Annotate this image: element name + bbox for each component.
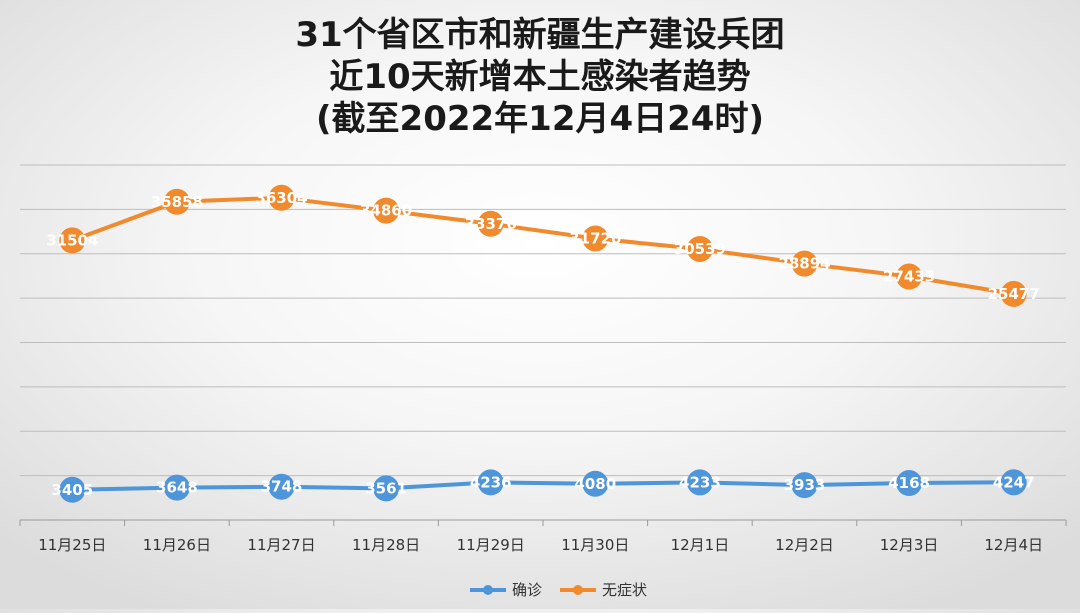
- data-point: [686, 235, 713, 262]
- data-point: [268, 473, 295, 500]
- x-tick-label: 11月29日: [457, 536, 525, 554]
- data-label: 4247: [993, 473, 1035, 491]
- x-tick-label: 12月1日: [671, 536, 730, 554]
- title-line-3: (截至2022年12月4日24时): [316, 99, 764, 139]
- data-point: [582, 225, 609, 252]
- data-label: 3561: [365, 479, 407, 497]
- series-line: [71, 195, 1015, 296]
- data-label: 3748: [261, 478, 303, 496]
- legend-label: 确诊: [512, 581, 542, 599]
- data-label: 30539: [674, 240, 726, 258]
- data-point: [896, 263, 923, 290]
- data-point: [791, 472, 818, 499]
- x-tick-label: 12月3日: [880, 536, 939, 554]
- data-label: 4236: [470, 473, 512, 491]
- data-point: [477, 469, 504, 496]
- legend-label: 无症状: [602, 581, 647, 599]
- x-tick-label: 11月27日: [247, 536, 315, 554]
- data-label: 31504: [46, 231, 98, 249]
- data-point: [59, 227, 86, 254]
- legend: 确诊 无症状: [470, 581, 647, 599]
- series-layer: 3405 3648 3748 3561 4236 4080 4233 3933 4168 4247…: [46, 184, 1040, 503]
- data-point: [268, 184, 295, 211]
- title-line-1: 31个省区市和新疆生产建设兵团: [295, 15, 784, 55]
- data-point: [582, 470, 609, 497]
- data-label: 3405: [51, 481, 93, 499]
- data-label: 27433: [883, 268, 935, 286]
- data-point: [163, 474, 190, 501]
- data-label: 4080: [574, 475, 616, 493]
- gridlines: [20, 164, 1066, 477]
- data-label: 33376: [465, 215, 517, 233]
- data-label: 25477: [988, 285, 1040, 303]
- x-tick-label: 12月2日: [775, 536, 834, 554]
- chart-title: 31个省区市和新疆生产建设兵团 近10天新增本土感染者趋势 (截至2022年12…: [295, 15, 784, 139]
- data-label: 3648: [156, 479, 198, 497]
- data-point: [896, 470, 923, 497]
- series-line: [72, 480, 1014, 492]
- x-axis: 11月25日 11月26日 11月27日 11月28日 11月29日 11月30日 12月1…: [19, 519, 1067, 554]
- legend-marker: [573, 585, 583, 595]
- data-label: 31720: [569, 229, 621, 247]
- x-tick-label: 11月28日: [352, 536, 420, 554]
- data-point: [373, 197, 400, 224]
- x-tick-label: 11月26日: [143, 536, 211, 554]
- x-tick-label: 11月25日: [38, 536, 106, 554]
- data-point: [791, 250, 818, 277]
- data-label: 3933: [784, 476, 826, 494]
- data-label: 35858: [151, 193, 203, 211]
- data-label: 4233: [679, 473, 721, 491]
- data-label: 36304: [255, 189, 307, 207]
- data-point: [163, 188, 190, 215]
- title-line-2: 近10天新增本土感染者趋势: [329, 57, 750, 97]
- data-point: [686, 469, 713, 496]
- data-point: [1000, 280, 1027, 307]
- data-point: [373, 475, 400, 502]
- series-confirmed: 3405 3648 3748 3561 4236 4080 4233 3933 4168 4247: [51, 469, 1035, 503]
- series-asymptomatic: 31504 35858 36304 34860 33376 31720 30539 28894…: [46, 184, 1040, 307]
- data-label: 28894: [778, 255, 830, 273]
- x-tick-label: 11月30日: [561, 536, 629, 554]
- data-point: [477, 210, 504, 237]
- data-point: [1000, 469, 1027, 496]
- data-label: 34860: [360, 202, 412, 220]
- x-tick-label: 12月4日: [984, 536, 1043, 554]
- data-label: 4168: [888, 474, 930, 492]
- data-point: [59, 476, 86, 503]
- legend-marker: [483, 585, 493, 595]
